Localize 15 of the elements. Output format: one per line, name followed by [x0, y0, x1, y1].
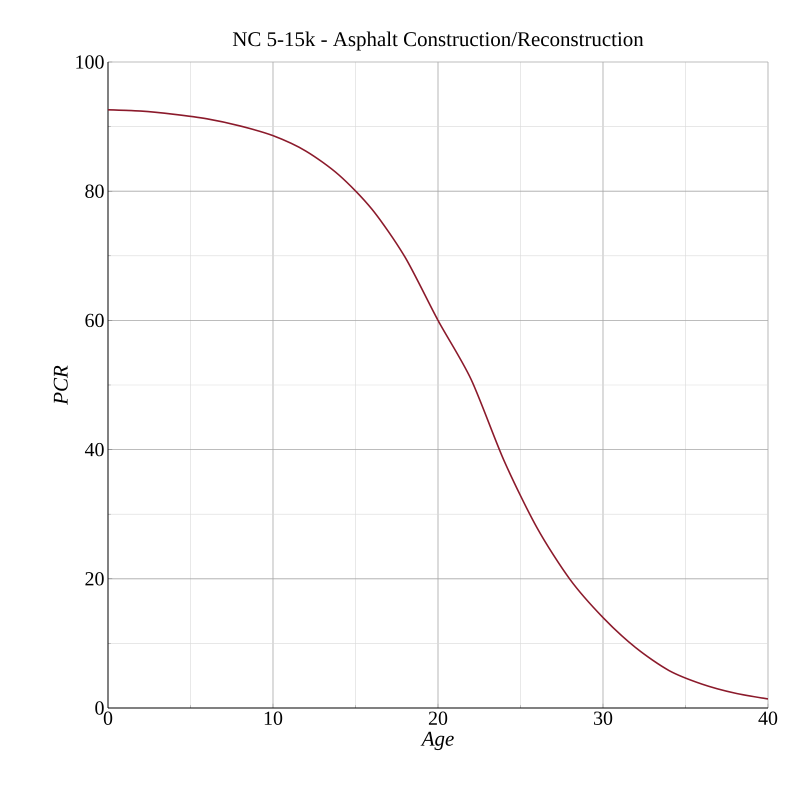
x-tick-label: 0: [104, 712, 112, 725]
y-tick-label: 40: [84, 442, 104, 456]
y-tick-label: 0: [95, 701, 104, 715]
y-axis-title: PCR: [54, 366, 68, 405]
x-tick-label: 40: [758, 712, 778, 725]
x-tick-label: 30: [594, 712, 612, 725]
y-tick-label: 20: [85, 572, 104, 586]
y-tick-label: 60: [85, 314, 104, 328]
chart-title: NC 5-15k - Asphalt Construction/Reconstruction: [232, 32, 644, 50]
y-tick-label: 100: [76, 55, 104, 69]
x-axis-title: Age: [420, 732, 454, 750]
line-series: [108, 108, 768, 700]
x-tick-label: 20: [428, 712, 448, 725]
y-tick-label: 80: [85, 184, 104, 198]
x-tick-label: 10: [264, 712, 282, 725]
